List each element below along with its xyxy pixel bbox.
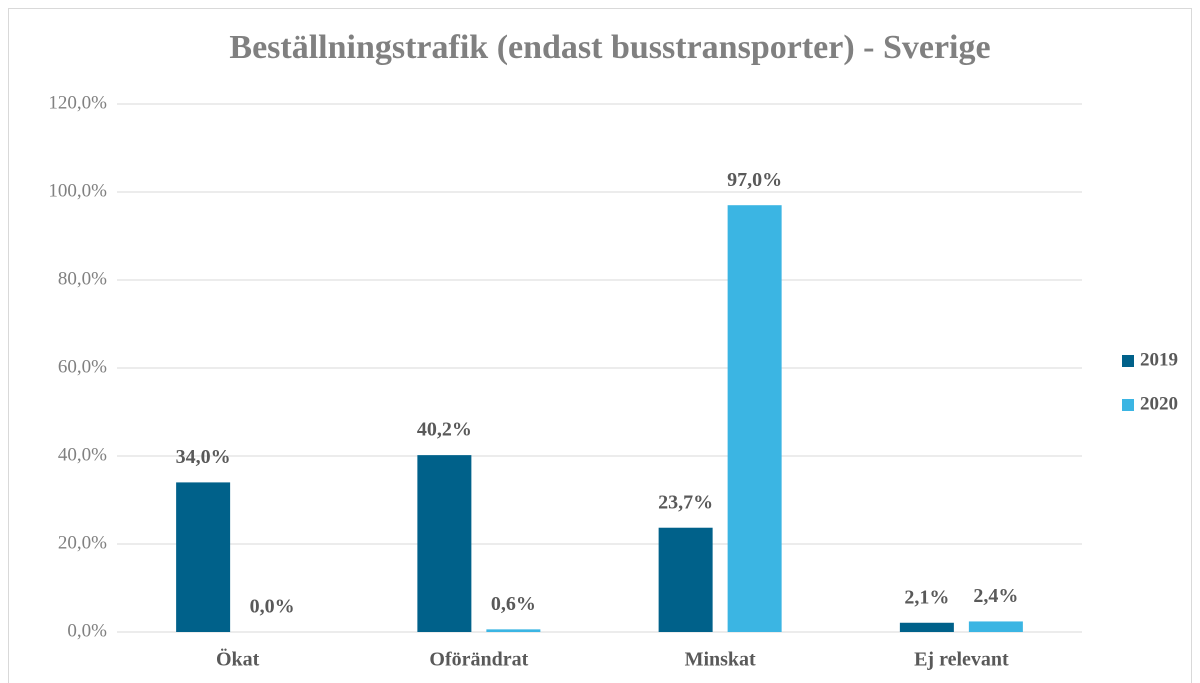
x-tick-label: Minskat (685, 649, 756, 671)
x-tick-label: Ökat (216, 648, 260, 671)
data-label: 0,0% (250, 596, 295, 618)
data-label: 0,6% (491, 593, 536, 615)
bar (417, 455, 472, 632)
legend-swatch (1122, 355, 1134, 367)
legend-swatch (1122, 399, 1134, 411)
data-label: 2,1% (904, 586, 949, 608)
y-tick-label: 40,0% (58, 444, 107, 465)
y-tick-label: 0,0% (67, 620, 107, 641)
legend-label: 2019 (1140, 349, 1178, 370)
y-tick-label: 60,0% (58, 356, 107, 377)
chart-title: Beställningstrafik (endast busstransport… (229, 29, 990, 66)
bar (176, 482, 231, 632)
bar (899, 622, 954, 632)
y-tick-label: 100,0% (48, 180, 107, 201)
data-label: 23,7% (658, 491, 713, 513)
y-tick-label: 20,0% (58, 532, 107, 553)
y-tick-label: 80,0% (58, 268, 107, 289)
bar (968, 621, 1023, 632)
x-tick-label: Ej relevant (914, 649, 1009, 671)
bar (486, 629, 541, 632)
data-label: 2,4% (973, 585, 1018, 607)
x-tick-label: Oförändrat (429, 649, 528, 671)
data-label: 34,0% (176, 446, 231, 468)
legend-label: 2020 (1140, 393, 1178, 414)
bar (727, 205, 782, 632)
y-tick-label: 120,0% (48, 92, 107, 113)
data-label: 97,0% (727, 169, 782, 191)
data-label: 40,2% (417, 419, 472, 441)
bar (658, 527, 713, 632)
